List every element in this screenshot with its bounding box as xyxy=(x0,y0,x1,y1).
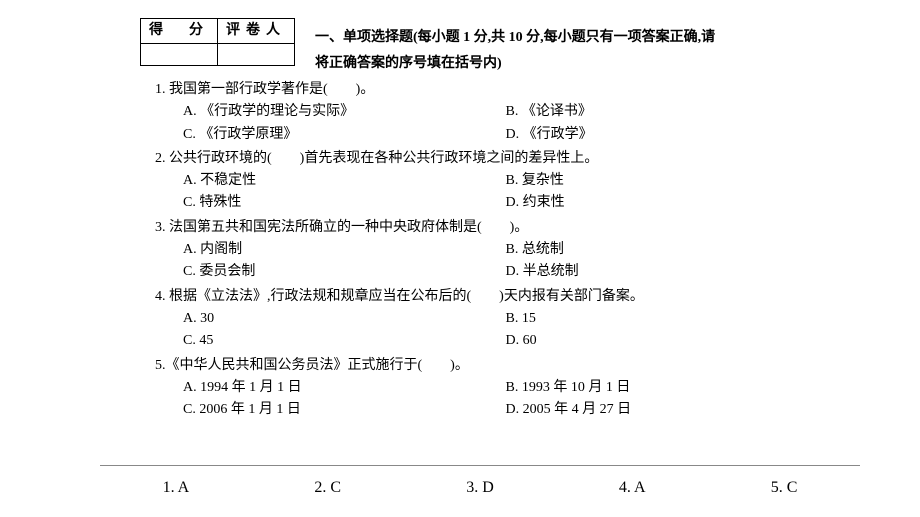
q3-option-d: D. 半总统制 xyxy=(506,262,829,282)
score-header-score: 得 分 xyxy=(141,19,218,44)
answer-3: 3. D xyxy=(466,476,494,499)
q4-option-b: B. 15 xyxy=(506,309,829,329)
q5-stem: 5.《中华人民共和国公务员法》正式施行于( )。 xyxy=(155,356,855,376)
score-cell-score xyxy=(141,44,218,66)
q3-option-b: B. 总统制 xyxy=(506,240,829,260)
q1-option-b: B. 《论译书》 xyxy=(506,102,829,122)
score-cell-grader xyxy=(218,44,295,66)
q2-option-d: D. 约束性 xyxy=(506,193,829,213)
q4-stem: 4. 根据《立法法》,行政法规和规章应当在公布后的( )天内报有关部门备案。 xyxy=(155,287,855,307)
q5-option-c: C. 2006 年 1 月 1 日 xyxy=(183,400,506,420)
q3-option-a: A. 内阁制 xyxy=(183,240,506,260)
q1-option-a: A. 《行政学的理论与实际》 xyxy=(183,102,506,122)
q5-option-a: A. 1994 年 1 月 1 日 xyxy=(183,378,506,398)
q5-option-d: D. 2005 年 4 月 27 日 xyxy=(506,400,829,420)
q1-option-d: D. 《行政学》 xyxy=(506,125,829,145)
answer-4: 4. A xyxy=(619,476,646,499)
q2-option-b: B. 复杂性 xyxy=(506,171,829,191)
q2-option-c: C. 特殊性 xyxy=(183,193,506,213)
question-5: 5.《中华人民共和国公务员法》正式施行于( )。 A. 1994 年 1 月 1… xyxy=(155,356,855,423)
question-1: 1. 我国第一部行政学著作是( )。 A. 《行政学的理论与实际》 B. 《论译… xyxy=(155,80,855,147)
score-header-grader: 评卷人 xyxy=(218,19,295,44)
answer-key: 1. A 2. C 3. D 4. A 5. C xyxy=(100,465,860,499)
q2-stem: 2. 公共行政环境的( )首先表现在各种公共行政环境之间的差异性上。 xyxy=(155,149,855,169)
questions-block: 1. 我国第一部行政学著作是( )。 A. 《行政学的理论与实际》 B. 《论译… xyxy=(155,80,855,424)
answer-1: 1. A xyxy=(163,476,190,499)
q4-option-d: D. 60 xyxy=(506,331,829,351)
section-title-line1: 一、单项选择题(每小题 1 分,共 10 分,每小题只有一项答案正确,请 xyxy=(315,28,875,48)
question-4: 4. 根据《立法法》,行政法规和规章应当在公布后的( )天内报有关部门备案。 A… xyxy=(155,287,855,354)
score-table: 得 分 评卷人 xyxy=(140,18,295,66)
answer-2: 2. C xyxy=(314,476,341,499)
q4-option-a: A. 30 xyxy=(183,309,506,329)
q1-stem: 1. 我国第一部行政学著作是( )。 xyxy=(155,80,855,100)
q5-option-b: B. 1993 年 10 月 1 日 xyxy=(506,378,829,398)
q2-option-a: A. 不稳定性 xyxy=(183,171,506,191)
q4-option-c: C. 45 xyxy=(183,331,506,351)
question-3: 3. 法国第五共和国宪法所确立的一种中央政府体制是( )。 A. 内阁制 B. … xyxy=(155,218,855,285)
answer-5: 5. C xyxy=(771,476,798,499)
question-2: 2. 公共行政环境的( )首先表现在各种公共行政环境之间的差异性上。 A. 不稳… xyxy=(155,149,855,216)
q3-option-c: C. 委员会制 xyxy=(183,262,506,282)
q3-stem: 3. 法国第五共和国宪法所确立的一种中央政府体制是( )。 xyxy=(155,218,855,238)
q1-option-c: C. 《行政学原理》 xyxy=(183,125,506,145)
section-title-line2: 将正确答案的序号填在括号内) xyxy=(315,54,502,74)
